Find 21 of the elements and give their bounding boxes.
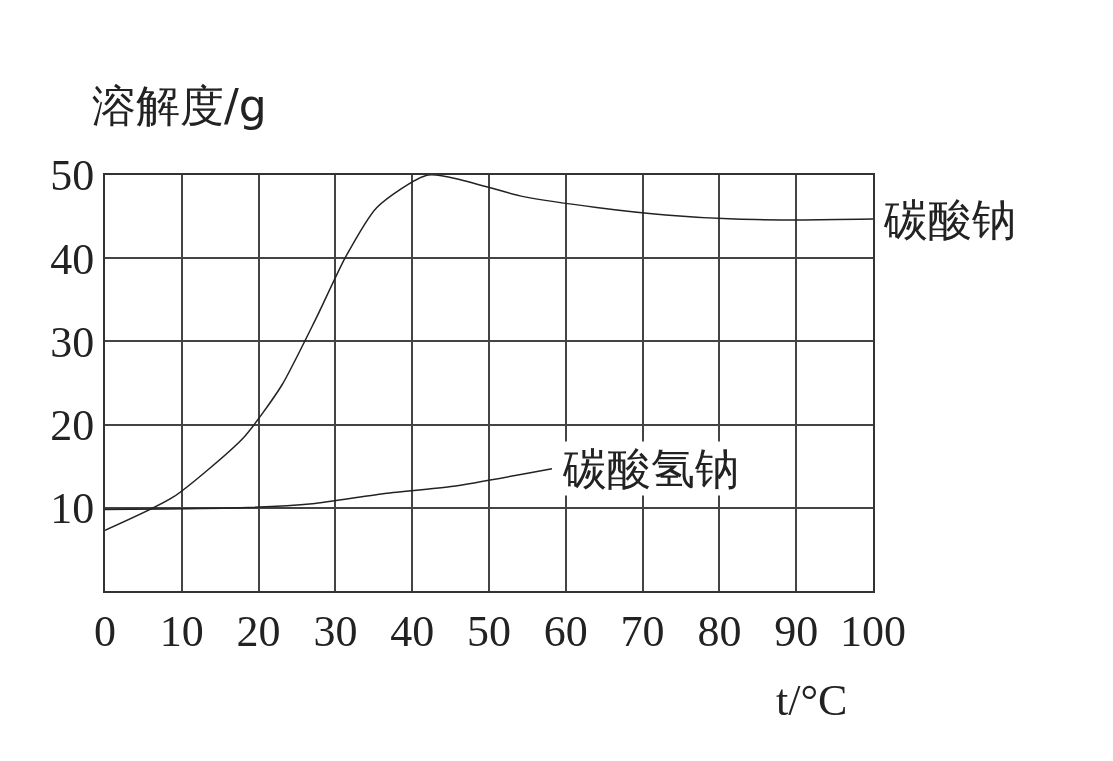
x-tick-label: 80 xyxy=(697,606,742,656)
y-tick-label: 10 xyxy=(50,484,95,534)
x-tick-label: 60 xyxy=(543,606,588,656)
x-tick-label: 50 xyxy=(467,606,511,656)
x-tick-label: 90 xyxy=(774,606,819,656)
x-tick-label: 20 xyxy=(236,606,281,656)
y-tick-label: 40 xyxy=(50,234,95,284)
x-tick-label: 30 xyxy=(313,606,358,656)
series-label: 碳酸钠 xyxy=(883,194,1016,245)
y-tick-label: 50 xyxy=(50,151,95,201)
x-axis-title: t/°C xyxy=(776,676,848,725)
y-tick-label: 30 xyxy=(50,317,95,367)
y-tick-label: 20 xyxy=(50,401,95,450)
series-label: 碳酸氢钠 xyxy=(562,443,739,494)
x-tick-label: 100 xyxy=(840,606,906,656)
x-tick-label: 0 xyxy=(94,606,116,656)
line-series xyxy=(105,175,873,532)
x-tick-label: 70 xyxy=(620,606,665,656)
x-tick-label: 40 xyxy=(390,606,435,656)
y-axis-title: 溶解度/g xyxy=(92,80,267,131)
x-tick-label: 10 xyxy=(159,606,204,656)
